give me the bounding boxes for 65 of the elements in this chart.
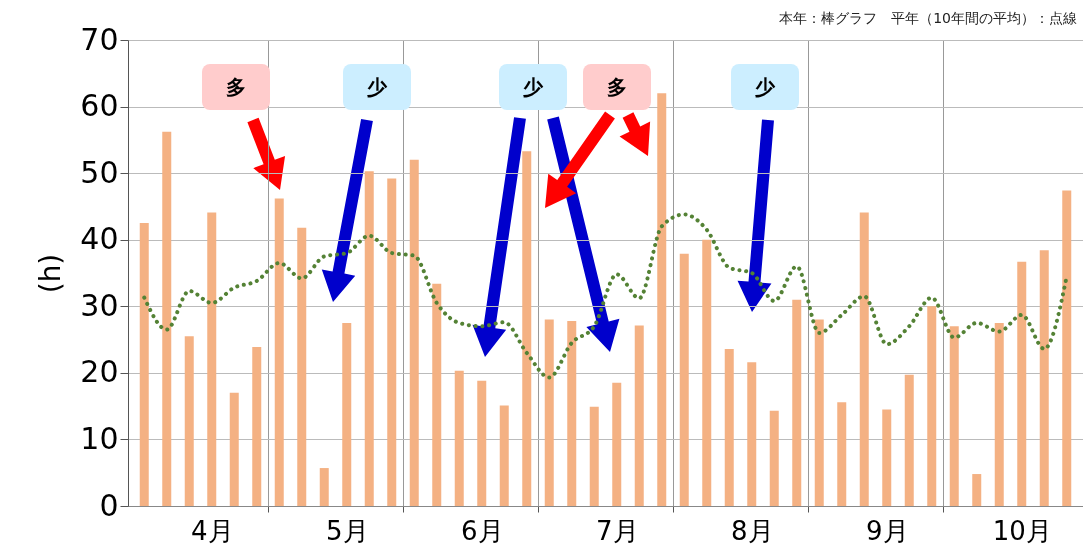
bar [387, 178, 397, 506]
bar [1062, 190, 1072, 506]
bar [792, 299, 802, 506]
bar [972, 474, 982, 506]
x-tick-label: 4月 [190, 515, 234, 546]
y-tick-label: 10 [80, 420, 119, 456]
bar [612, 382, 622, 506]
annotation: 多 [202, 64, 270, 110]
bar [252, 346, 262, 506]
bar [477, 380, 487, 506]
bar [927, 306, 937, 506]
y-tick-label: 60 [80, 88, 119, 124]
y-tick-label: 70 [80, 21, 119, 57]
bar [139, 223, 149, 506]
bar [882, 409, 892, 506]
bar [274, 198, 284, 506]
bar [319, 468, 329, 506]
bar [837, 402, 847, 506]
bar [1017, 261, 1027, 506]
bar [657, 93, 667, 506]
bar [342, 322, 352, 506]
line-series [142, 212, 1069, 380]
bar [297, 227, 307, 506]
bar [769, 410, 779, 506]
bar [634, 325, 644, 506]
annotation: 少 [731, 64, 799, 110]
bar [702, 239, 712, 506]
y-tick-label: 40 [80, 221, 119, 257]
bar [859, 212, 869, 506]
bar [409, 159, 419, 506]
x-tick-label: 7月 [595, 515, 639, 546]
bar [522, 151, 532, 506]
x-tick-label: 8月 [730, 515, 774, 546]
bar [949, 326, 959, 506]
bar [454, 370, 464, 506]
y-tick-label: 0 [99, 487, 119, 523]
bar [229, 392, 239, 506]
bar [544, 319, 554, 506]
y-tick-label: 30 [80, 287, 119, 323]
bar [994, 322, 1004, 506]
bar [747, 362, 757, 506]
bar [679, 253, 689, 506]
bar [184, 336, 194, 506]
x-tick-label: 5月 [325, 515, 369, 546]
bar [432, 283, 442, 506]
annotation: 少 [343, 64, 411, 110]
bar [904, 374, 914, 506]
bar [499, 405, 509, 506]
annotation: 少 [499, 64, 567, 110]
bar [162, 131, 172, 506]
y-tick-label: 20 [80, 354, 119, 390]
y-tick-label: 50 [80, 154, 119, 190]
bar [207, 212, 217, 506]
x-tick-label: 10月 [992, 515, 1052, 546]
bar [814, 319, 824, 506]
y-axis-title: (h) [34, 253, 68, 294]
x-tick-label: 9月 [865, 515, 909, 546]
bar [364, 171, 374, 506]
bar [1039, 250, 1049, 506]
bar [589, 406, 599, 506]
bar [724, 348, 734, 506]
annotation: 多 [583, 64, 651, 110]
text: 本年：棒グラフ 平年（10年間の平均）：点線 [779, 10, 1077, 28]
x-tick-label: 6月 [460, 515, 504, 546]
bar [567, 320, 577, 506]
